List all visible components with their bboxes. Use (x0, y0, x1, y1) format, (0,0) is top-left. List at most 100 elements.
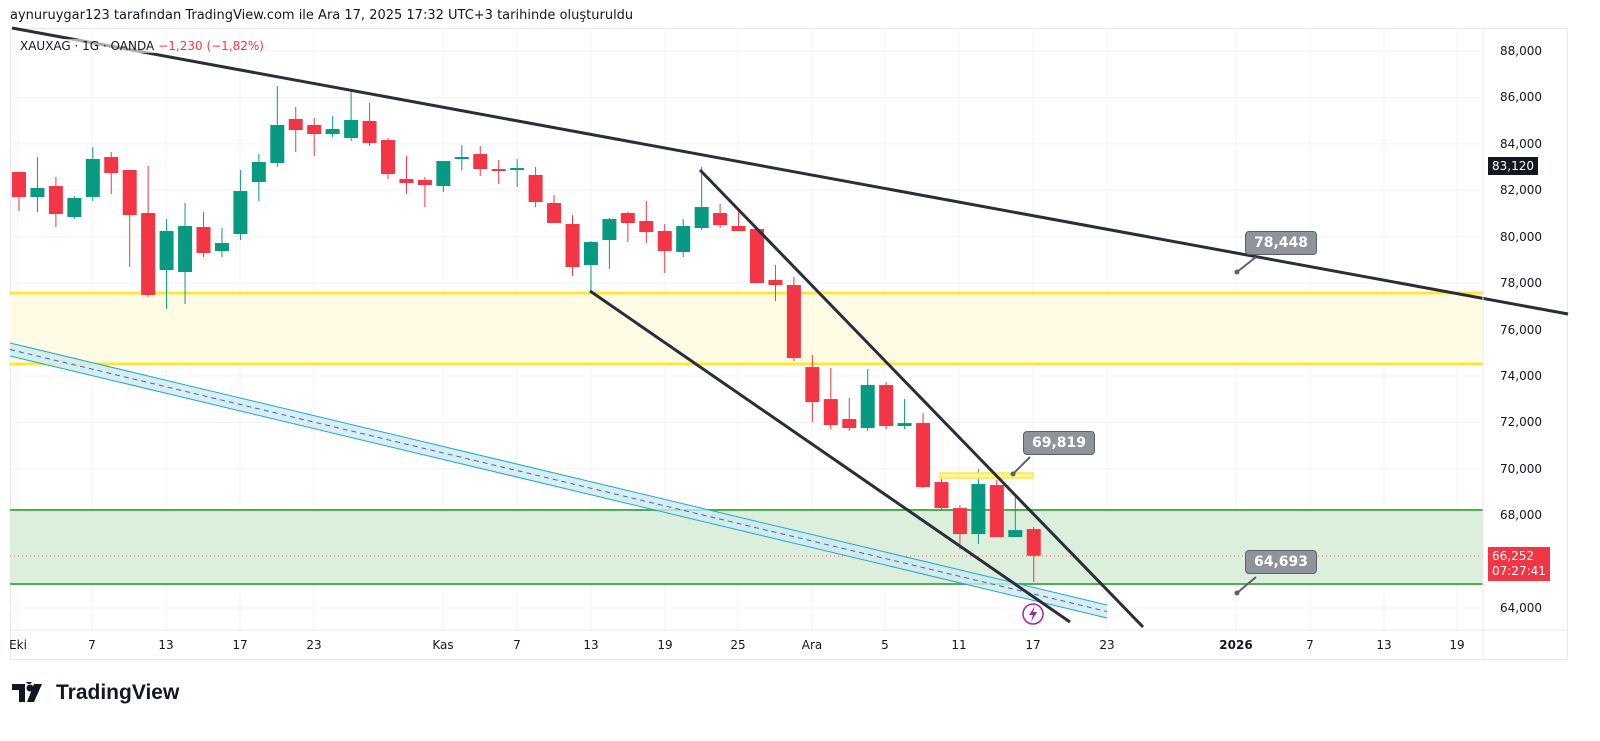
candle[interactable] (510, 159, 525, 188)
candle[interactable] (159, 219, 174, 310)
candle[interactable] (233, 170, 248, 241)
time-axis-label: 23 (306, 638, 322, 652)
candle[interactable] (750, 229, 764, 284)
price-axis-label: 84,000 (1500, 136, 1542, 151)
candle[interactable] (399, 156, 414, 195)
candle-body (565, 224, 580, 268)
price-callout[interactable]: 69,819 (1023, 431, 1096, 455)
candle-body (85, 159, 100, 198)
candle[interactable] (971, 469, 986, 545)
candle-body (879, 385, 894, 427)
candle[interactable] (344, 88, 359, 142)
candle[interactable] (916, 413, 931, 489)
candle-body (288, 119, 303, 131)
candle[interactable] (823, 368, 838, 430)
symbol-legend[interactable]: XAUXAG · 1G · OANDA −1,230 (−1,82%) (20, 39, 264, 53)
candle[interactable] (30, 157, 45, 213)
tradingview-logo[interactable]: TradingView (12, 681, 179, 705)
candle[interactable] (122, 170, 137, 268)
candle[interactable] (713, 204, 728, 229)
price-callout[interactable]: 64,693 (1245, 550, 1318, 574)
candle[interactable] (860, 369, 875, 432)
candle[interactable] (251, 154, 266, 202)
candle[interactable] (639, 201, 654, 244)
time-axis-label: 11 (951, 638, 967, 652)
candle[interactable] (270, 86, 285, 168)
candle[interactable] (676, 219, 691, 258)
candle-body (768, 280, 783, 286)
candles (12, 86, 1041, 583)
candle-body (731, 226, 746, 232)
candle[interactable] (1008, 497, 1023, 538)
candle[interactable] (12, 171, 26, 212)
candle[interactable] (454, 145, 469, 171)
candle[interactable] (307, 118, 322, 157)
candle[interactable] (694, 167, 709, 231)
candle[interactable] (381, 138, 395, 180)
candle[interactable] (104, 152, 119, 195)
yellow-zone[interactable] (10, 293, 1483, 364)
candle[interactable] (952, 505, 967, 550)
lower-wedge-line[interactable] (589, 289, 1071, 624)
candle[interactable] (842, 398, 857, 432)
candle[interactable] (528, 167, 543, 208)
price-axis-label: 70,000 (1500, 461, 1542, 476)
candle-body (344, 120, 359, 139)
candle[interactable] (1026, 527, 1041, 583)
candle[interactable] (620, 212, 635, 243)
candle[interactable] (178, 203, 193, 305)
candle[interactable] (805, 355, 820, 423)
candle[interactable] (362, 103, 377, 146)
candle[interactable] (897, 399, 912, 430)
candle[interactable] (547, 195, 562, 224)
candle-body (897, 423, 912, 427)
upper-wedge-line[interactable] (698, 168, 1145, 629)
candle[interactable] (583, 241, 598, 292)
channel-top-line[interactable] (9, 342, 1108, 606)
candle[interactable] (417, 177, 432, 208)
candle-body (214, 243, 229, 252)
candle-body (491, 169, 506, 172)
candle[interactable] (934, 479, 949, 511)
channel-bottom-line[interactable] (9, 355, 1108, 619)
candle[interactable] (196, 212, 211, 258)
price-axis-label: 86,000 (1500, 90, 1542, 105)
last-price: 66,252 (1492, 549, 1534, 563)
candle[interactable] (602, 218, 617, 270)
candle-body (1008, 530, 1023, 538)
candle[interactable] (879, 382, 894, 430)
time-axis-label: 13 (1376, 638, 1392, 652)
candle[interactable] (565, 215, 580, 277)
candle[interactable] (214, 228, 229, 258)
main-trendline[interactable] (11, 26, 1569, 316)
candle[interactable] (989, 480, 1004, 538)
candle[interactable] (288, 107, 303, 153)
candle-body (251, 162, 266, 183)
candle-body (30, 188, 45, 198)
candle[interactable] (325, 116, 340, 138)
channel-mid-line[interactable] (9, 349, 1108, 612)
callout-anchor (1010, 471, 1016, 477)
resistance-box[interactable] (939, 472, 1034, 479)
price-callout[interactable]: 78,448 (1245, 231, 1318, 255)
candle[interactable] (786, 277, 801, 362)
candle-body (528, 175, 543, 203)
candle[interactable] (141, 166, 156, 298)
candle[interactable] (436, 161, 451, 193)
candle[interactable] (473, 145, 488, 177)
candle-body (639, 221, 654, 233)
callout-anchor (1234, 269, 1240, 275)
time-axis-label: 7 (513, 638, 521, 652)
candle[interactable] (67, 196, 82, 220)
lightning-icon[interactable] (1022, 603, 1044, 625)
candle[interactable] (657, 224, 672, 274)
regression-channel[interactable] (10, 343, 1107, 618)
candle[interactable] (768, 265, 783, 302)
candle[interactable] (491, 160, 506, 185)
candle-body (842, 419, 857, 429)
candle[interactable] (85, 147, 100, 202)
candle-body (971, 484, 986, 535)
candle[interactable] (48, 177, 63, 228)
candle-body (362, 121, 377, 144)
